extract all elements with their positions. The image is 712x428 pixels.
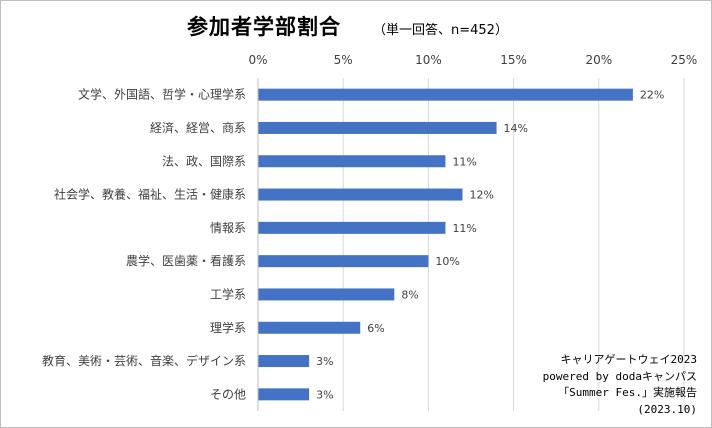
category-label: 社会学、教養、福祉、生活・健康系 <box>54 187 246 202</box>
category-label: その他 <box>210 387 246 401</box>
category-label: 農学、医歯薬・看護系 <box>126 253 246 268</box>
x-tick-label: 10% <box>415 53 442 67</box>
data-label: 11% <box>452 222 476 235</box>
bar <box>258 321 361 334</box>
x-tick-label: 5% <box>334 53 353 67</box>
data-label: 10% <box>435 255 459 268</box>
bar <box>258 188 463 201</box>
data-label: 22% <box>640 89 664 102</box>
x-tick-label: 20% <box>585 53 612 67</box>
category-label: 経済、経営、商系 <box>150 120 246 135</box>
x-tick-label: 0% <box>248 53 267 67</box>
category-label: 情報系 <box>210 221 246 235</box>
data-label: 14% <box>504 122 528 135</box>
source-line-1: キャリアゲートウェイ2023 <box>560 353 698 366</box>
source-line-2: powered by dodaキャンパス <box>542 369 697 383</box>
category-label: 理学系 <box>210 320 246 335</box>
data-label: 11% <box>452 155 476 168</box>
bar <box>258 88 633 101</box>
category-label: 文学、外国語、哲学・心理学系 <box>78 87 246 102</box>
category-label: 教育、美術・芸術、音楽、デザイン系 <box>42 353 246 368</box>
chart-subtitle: （単一回答、n=452） <box>373 23 508 38</box>
bar <box>258 355 310 368</box>
source-note: キャリアゲートウェイ2023 powered by dodaキャンパス 「Sum… <box>447 352 697 418</box>
bar <box>258 288 395 301</box>
bar <box>258 388 310 401</box>
data-label: 3% <box>316 388 333 401</box>
bar <box>258 155 446 168</box>
source-line-4: (2023.10) <box>637 402 697 416</box>
x-tick-label: 15% <box>500 53 527 67</box>
data-label: 3% <box>316 355 333 368</box>
data-label: 8% <box>401 288 418 301</box>
category-label: 法、政、国際系 <box>162 154 246 168</box>
bar <box>258 221 446 234</box>
bar <box>258 255 429 268</box>
data-label: 12% <box>469 189 493 202</box>
category-label: 工学系 <box>210 286 246 301</box>
chart-title: 参加者学部割合 <box>187 15 341 39</box>
x-tick-label: 25% <box>671 53 698 67</box>
bar <box>258 121 497 134</box>
source-line-3: 「Summer Fes.」実施報告 <box>558 386 697 399</box>
title-area: 参加者学部割合 （単一回答、n=452） <box>187 9 587 43</box>
data-label: 6% <box>367 322 384 335</box>
